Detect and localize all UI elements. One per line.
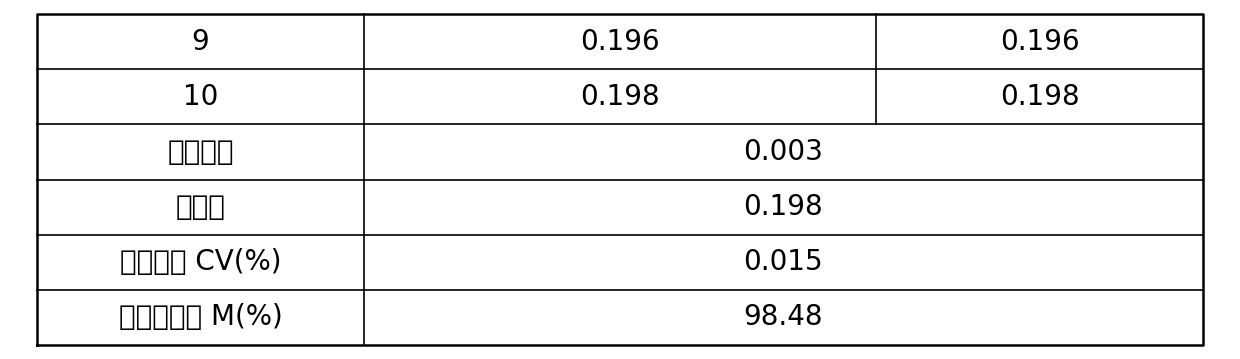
Text: 平均值: 平均值 <box>175 193 226 221</box>
Text: 混合均匀度 M(%): 混合均匀度 M(%) <box>119 303 283 331</box>
Text: 0.196: 0.196 <box>580 28 660 56</box>
Text: 9: 9 <box>191 28 210 56</box>
Text: 0.015: 0.015 <box>743 248 823 276</box>
Text: 0.003: 0.003 <box>743 138 823 166</box>
Text: 标准偏差: 标准偏差 <box>167 138 233 166</box>
Text: 0.196: 0.196 <box>999 28 1080 56</box>
Text: 0.198: 0.198 <box>743 193 823 221</box>
Text: 10: 10 <box>182 83 218 111</box>
Text: 0.198: 0.198 <box>580 83 660 111</box>
Text: 变异系数 CV(%): 变异系数 CV(%) <box>119 248 281 276</box>
Text: 98.48: 98.48 <box>744 303 823 331</box>
Text: 0.198: 0.198 <box>999 83 1080 111</box>
